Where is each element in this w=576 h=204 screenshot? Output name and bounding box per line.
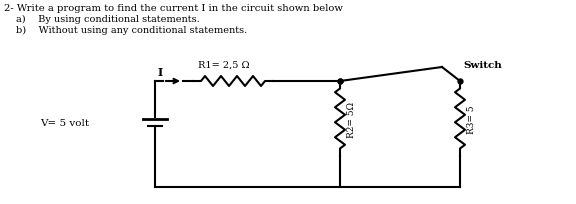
- Text: 2- Write a program to find the current I in the circuit shown below: 2- Write a program to find the current I…: [4, 4, 343, 13]
- Text: R2= 5Ω: R2= 5Ω: [347, 101, 356, 137]
- Text: a)    By using conditional statements.: a) By using conditional statements.: [16, 15, 200, 24]
- Text: R1= 2,5 Ω: R1= 2,5 Ω: [198, 61, 249, 70]
- Text: b)    Without using any conditional statements.: b) Without using any conditional stateme…: [16, 26, 247, 35]
- Text: R3= 5: R3= 5: [467, 105, 476, 133]
- Text: I: I: [157, 67, 162, 78]
- Text: Switch: Switch: [463, 61, 502, 70]
- Text: V= 5 volt: V= 5 volt: [40, 118, 89, 127]
